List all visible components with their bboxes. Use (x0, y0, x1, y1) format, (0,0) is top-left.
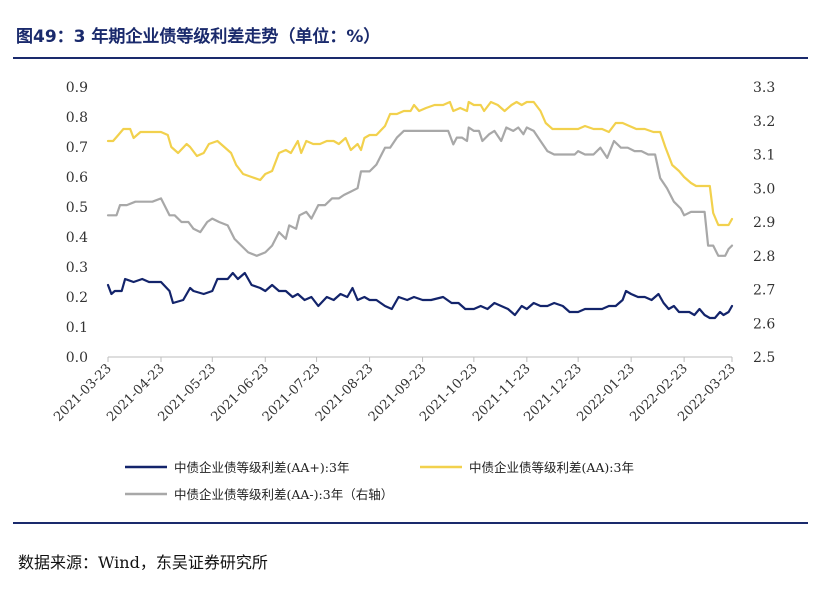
left-axis-tick-label: 0.8 (66, 110, 88, 126)
left-axis-tick-label: 0.3 (66, 260, 88, 276)
series-line-0 (106, 271, 734, 320)
legend-label-2: 中债企业债等级利差(AA-):3年（右轴） (174, 487, 393, 502)
right-axis-tick-label: 2.7 (753, 283, 775, 299)
right-axis-tick-label: 3.2 (753, 114, 775, 130)
data-source-note: 数据来源：Wind，东吴证券研究所 (18, 553, 268, 572)
bottom-rule (13, 522, 808, 524)
legend-label-1: 中债企业债等级利差(AA):3年 (469, 460, 634, 475)
legend-label-0: 中债企业债等级利差(AA+):3年 (174, 460, 349, 475)
figure-title: 图49：3 年期企业债等级利差走势（单位：%） (16, 27, 381, 47)
left-axis-tick-label: 0.6 (66, 170, 88, 186)
left-axis-tick-label: 0.7 (66, 140, 88, 156)
right-axis-tick-label: 2.9 (753, 215, 775, 231)
top-rule (13, 57, 808, 59)
left-axis-tick-label: 0.5 (66, 200, 88, 216)
left-axis-tick-label: 0.0 (66, 350, 88, 366)
left-axis-tick-label: 0.9 (66, 80, 88, 96)
right-axis-tick-label: 2.6 (753, 316, 775, 332)
right-axis-tick-label: 2.8 (753, 249, 775, 265)
left-axis-tick-label: 0.4 (66, 230, 88, 246)
series-line-2 (106, 126, 734, 257)
left-axis-tick-label: 0.2 (66, 290, 88, 306)
series-layer (106, 100, 734, 320)
chart-legend: 中债企业债等级利差(AA+):3年 中债企业债等级利差(AA):3年中债企业债等级… (125, 460, 634, 502)
spread-line-chart: 0.0 0.1 0.2 0.3 0.4 0.5 0.6 0.7 0.8 0.9 2.5 2.6 2.7 2… (51, 80, 775, 502)
right-axis-tick-label: 3.0 (753, 181, 775, 197)
left-axis-tick-label: 0.1 (66, 320, 88, 336)
right-axis-tick-label: 2.5 (753, 350, 775, 366)
right-axis-tick-label: 3.1 (753, 148, 775, 164)
series-line-1 (106, 100, 734, 227)
right-axis-tick-label: 3.3 (753, 80, 775, 96)
